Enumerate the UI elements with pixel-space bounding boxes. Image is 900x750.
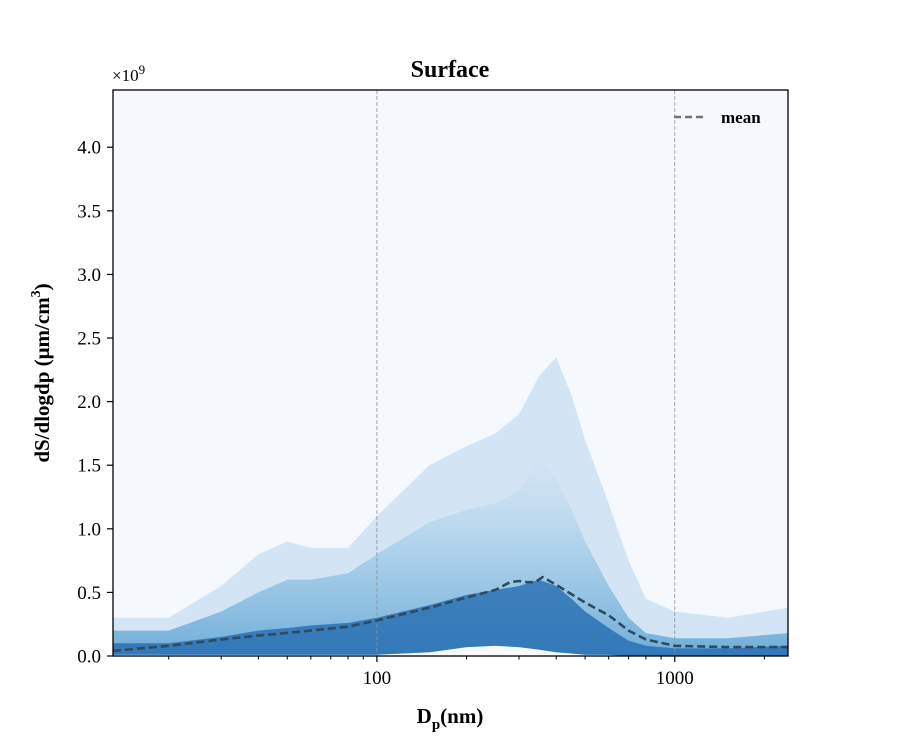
- x-tick-label-100: 100: [363, 668, 392, 689]
- y-tick-label-4: 2.0: [77, 392, 101, 413]
- y-tick-label-5: 2.5: [77, 329, 101, 350]
- y-tick-label-0: 0.0: [77, 647, 101, 668]
- legend-mean-label: mean: [721, 108, 761, 127]
- envelope-core: [113, 458, 788, 656]
- y-tick-label-8: 4.0: [77, 138, 101, 159]
- x-axis-label: Dp(nm): [417, 704, 484, 733]
- x-axis: 100 1000: [168, 656, 765, 689]
- x-gridlines: [376, 90, 676, 656]
- y-tick-label-1: 0.5: [77, 583, 101, 604]
- y-tick-label-2: 1.0: [77, 519, 101, 540]
- envelope-outer: [113, 357, 788, 656]
- mean-series: [113, 575, 788, 653]
- distribution-envelope: [113, 357, 788, 656]
- y-tick-label-3: 1.5: [77, 456, 101, 477]
- y-axis-label: dS/dlogdp (μm/cm3): [29, 283, 54, 462]
- plot-frame: [112, 89, 789, 657]
- chart-title: Surface: [411, 57, 490, 83]
- y-tick-label-6: 3.0: [77, 265, 101, 286]
- y-axis: 0.0 0.5 1.0 1.5 2.0 2.5 3.0 3.5 4.0: [77, 138, 113, 668]
- y-multiplier: ×109: [112, 62, 145, 85]
- y-tick-label-7: 3.5: [77, 201, 101, 222]
- mean-line: [113, 575, 788, 653]
- envelope-dense: [113, 579, 788, 656]
- legend: mean: [674, 108, 761, 127]
- x-tick-label-1000: 1000: [656, 668, 694, 689]
